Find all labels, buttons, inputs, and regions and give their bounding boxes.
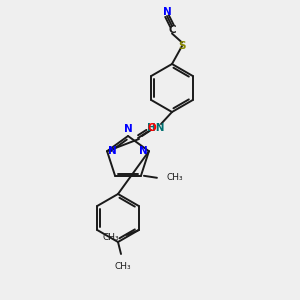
Text: N: N bbox=[108, 146, 117, 156]
Text: CH₃: CH₃ bbox=[167, 173, 184, 182]
Text: N: N bbox=[124, 124, 132, 134]
Text: S: S bbox=[178, 41, 186, 51]
Text: C: C bbox=[168, 25, 176, 35]
Text: N: N bbox=[163, 7, 171, 17]
Text: O: O bbox=[148, 123, 156, 133]
Text: N: N bbox=[139, 146, 148, 156]
Text: CH₃: CH₃ bbox=[115, 262, 131, 271]
Text: HN: HN bbox=[147, 123, 165, 133]
Text: CH₃: CH₃ bbox=[102, 233, 119, 242]
